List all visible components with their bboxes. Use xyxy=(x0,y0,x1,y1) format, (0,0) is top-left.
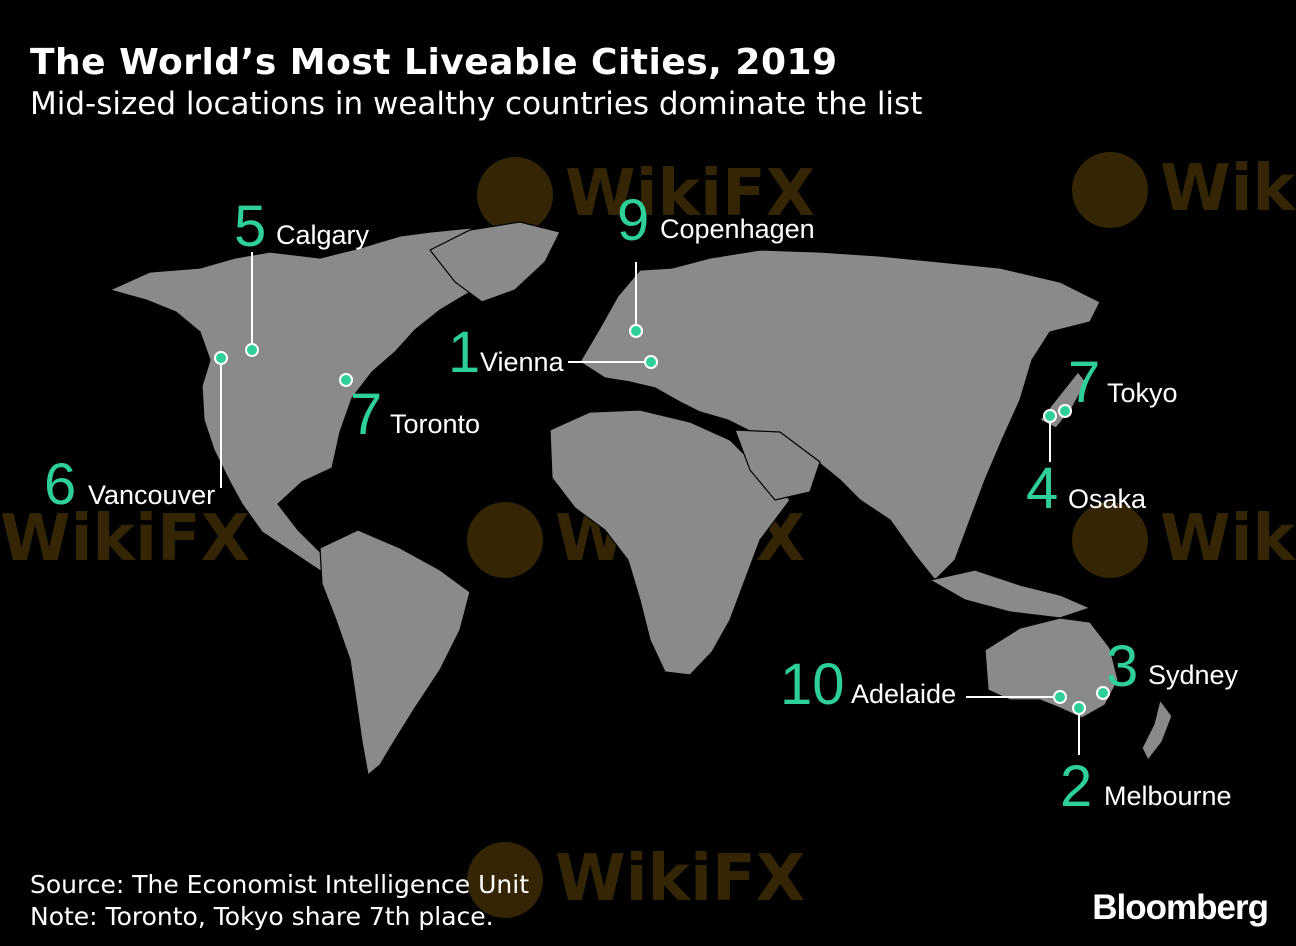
eurasia xyxy=(579,249,1101,581)
city-label: Vancouver xyxy=(88,480,215,510)
brand-logo: Bloomberg xyxy=(1092,888,1269,927)
page-subtitle: Mid-sized locations in wealthy countries… xyxy=(30,86,923,122)
watermark-text: WikiFX xyxy=(1160,152,1296,226)
city-dots xyxy=(214,324,1110,715)
new-zealand xyxy=(1141,698,1173,762)
city-marker-vancouver[interactable] xyxy=(214,351,228,365)
city-label: Sydney xyxy=(1148,660,1239,690)
city-marker-calgary[interactable] xyxy=(245,343,259,357)
footnote: Note: Toronto, Tokyo share 7th place. xyxy=(30,902,494,931)
north-america xyxy=(108,227,542,573)
rank-label: 4 xyxy=(1026,456,1058,521)
watermark-text: WikiFX xyxy=(555,842,805,916)
city-marker-osaka[interactable] xyxy=(1043,409,1057,423)
rank-label: 6 xyxy=(44,452,76,517)
arabian-peninsula xyxy=(734,429,821,501)
city-marker-vienna[interactable] xyxy=(644,355,658,369)
rank-label: 3 xyxy=(1106,634,1138,699)
city-labels: 5 Calgary 6 Vancouver 7 Toronto 9 Copenh… xyxy=(44,188,1239,819)
city-marker-melbourne[interactable] xyxy=(1072,701,1086,715)
rank-label: 2 xyxy=(1060,754,1092,819)
australia xyxy=(984,617,1119,719)
rank-label: 7 xyxy=(350,382,382,447)
watermark-text: WikiFX xyxy=(0,502,250,576)
land-masses xyxy=(108,221,1173,777)
africa xyxy=(549,409,791,676)
city-label: Osaka xyxy=(1068,484,1147,514)
city-label: Adelaide xyxy=(851,679,956,709)
watermark-text: WikiFX xyxy=(1160,502,1296,576)
rank-label: 10 xyxy=(780,652,845,717)
city-label: Copenhagen xyxy=(660,214,815,244)
rank-label: 5 xyxy=(234,194,266,259)
rank-label: 7 xyxy=(1068,350,1100,415)
city-label: Calgary xyxy=(276,220,370,250)
city-label: Toronto xyxy=(390,409,480,439)
page-title: The World’s Most Liveable Cities, 2019 xyxy=(30,42,838,83)
city-label: Tokyo xyxy=(1107,378,1178,408)
rank-label: 9 xyxy=(617,188,649,253)
city-marker-copenhagen[interactable] xyxy=(629,324,643,338)
greenland xyxy=(429,221,561,303)
rank-label: 1 xyxy=(448,320,480,385)
source-note: Source: The Economist Intelligence Unit xyxy=(30,870,530,899)
se-asia-islands xyxy=(928,569,1092,619)
city-marker-adelaide[interactable] xyxy=(1053,690,1067,704)
city-label: Melbourne xyxy=(1104,781,1232,811)
watermark-text: WikiFX xyxy=(565,157,815,231)
city-marker-tokyo[interactable] xyxy=(1058,404,1072,418)
city-label: Vienna xyxy=(480,347,565,377)
city-marker-sydney[interactable] xyxy=(1096,686,1110,700)
city-marker-toronto[interactable] xyxy=(339,373,353,387)
south-america xyxy=(319,529,471,777)
leader-lines xyxy=(220,252,1080,755)
